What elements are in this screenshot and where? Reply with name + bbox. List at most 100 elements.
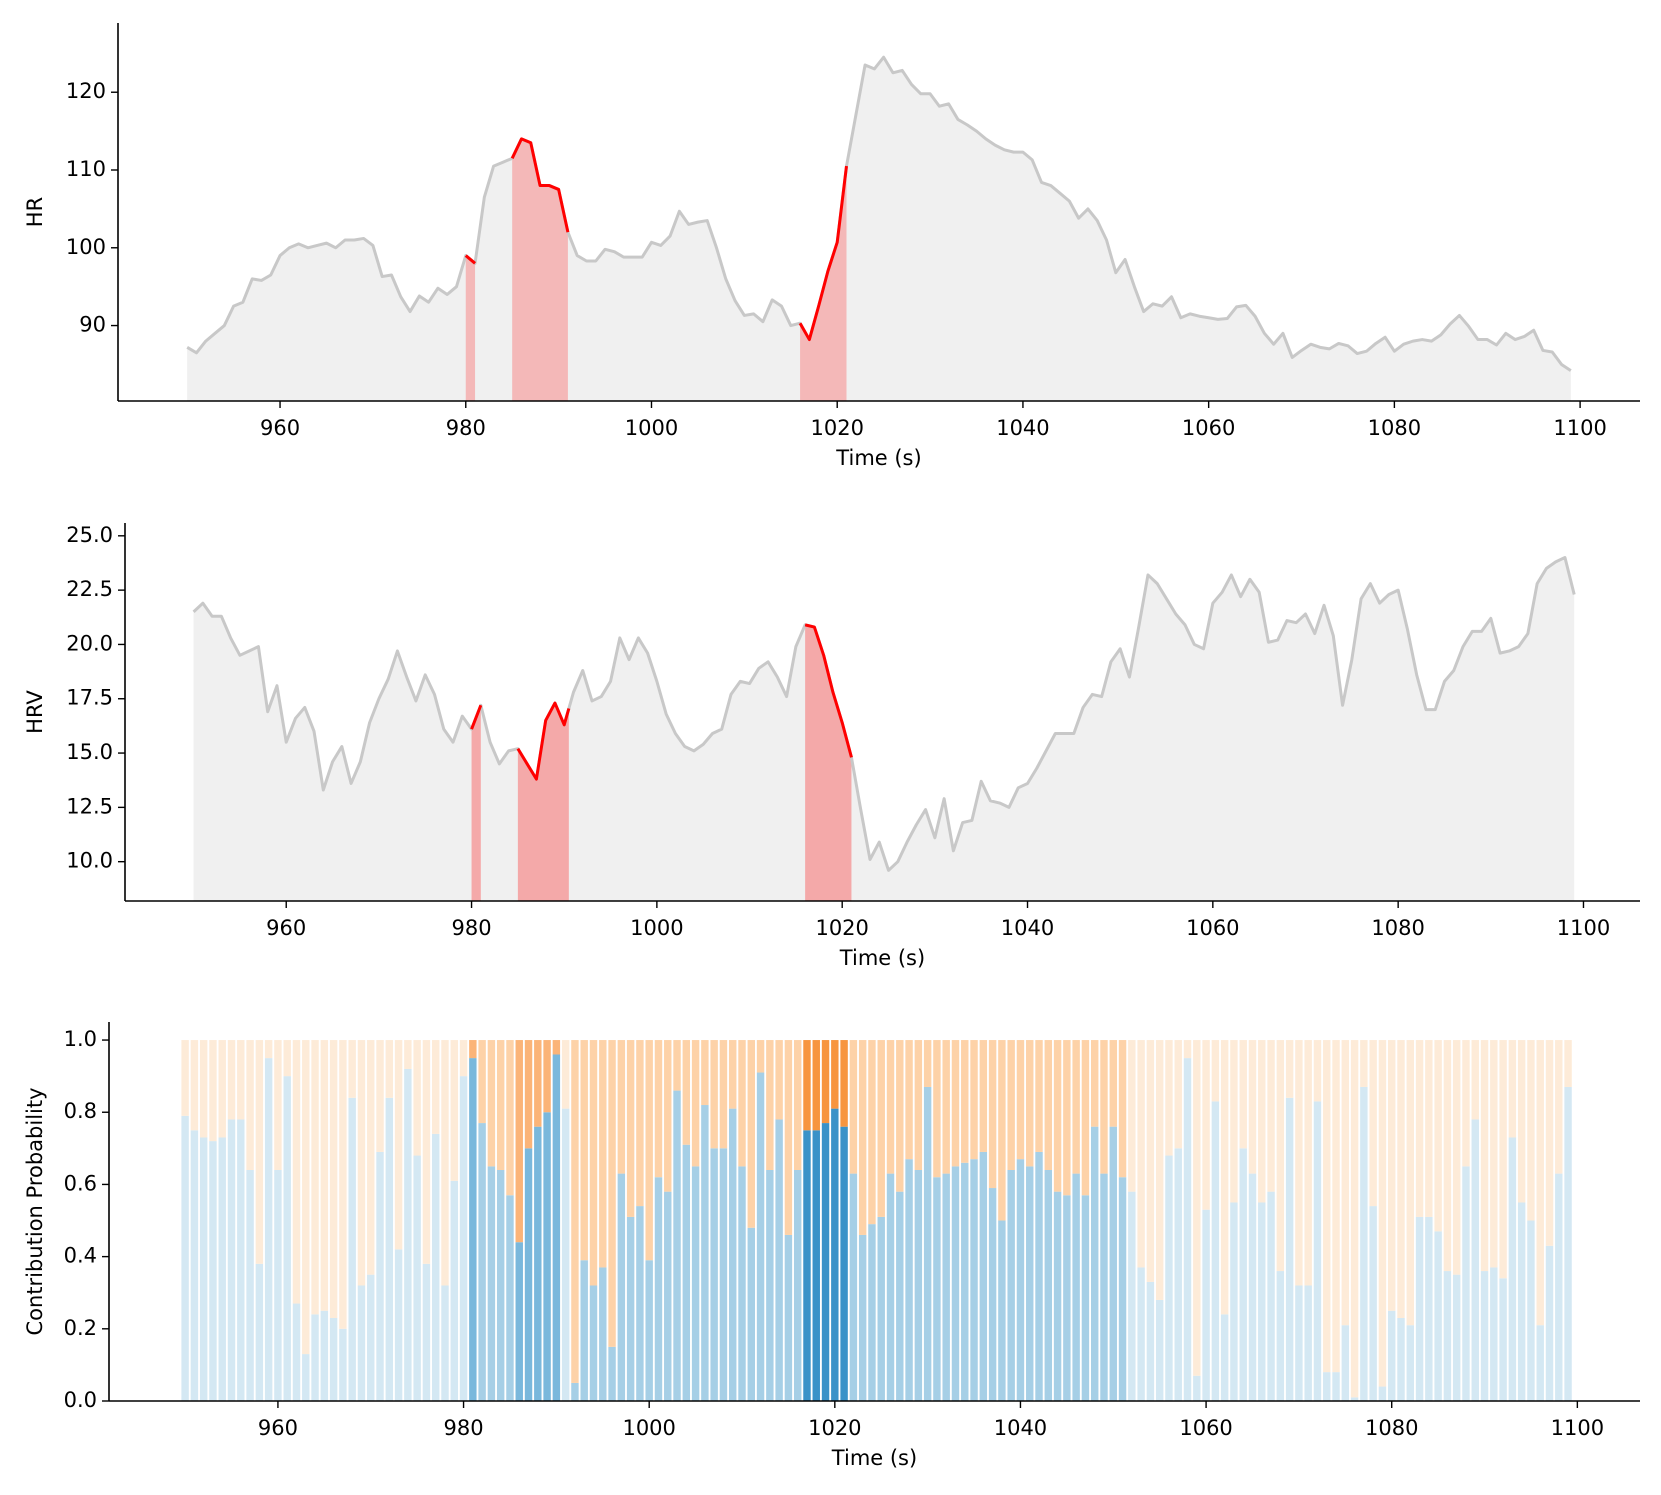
bar-segment — [255, 1263, 264, 1401]
bar-segment — [961, 1162, 969, 1401]
bar-segment — [1072, 1040, 1080, 1174]
bar-segment — [701, 1040, 709, 1106]
bar-segment — [1545, 1040, 1554, 1246]
bar-segment — [422, 1263, 431, 1401]
bar-segment — [292, 1303, 301, 1401]
bar-segment — [1258, 1040, 1266, 1203]
bar-segment — [1165, 1155, 1173, 1401]
bar-segment — [1026, 1040, 1034, 1167]
bar-segment — [951, 1040, 960, 1167]
bar-segment — [756, 1072, 765, 1401]
bar-segment — [849, 1040, 858, 1174]
bar-segment — [496, 1169, 505, 1401]
bar-segment — [367, 1040, 375, 1275]
bar-segment — [905, 1159, 913, 1401]
y-tick-label: 0.0 — [64, 1388, 97, 1412]
bar-segment — [1193, 1040, 1201, 1376]
bar-segment — [831, 1108, 839, 1401]
bar-segment — [1369, 1206, 1377, 1401]
bar-segment — [1360, 1040, 1368, 1087]
bar-segment — [1109, 1040, 1117, 1127]
bar-segment — [821, 1123, 830, 1401]
bar-segment — [227, 1119, 236, 1401]
y-tick-label: 25.0 — [66, 523, 113, 547]
bar-segment — [394, 1040, 403, 1250]
x-tick-label: 1100 — [1551, 1416, 1604, 1440]
bar-segment — [1193, 1375, 1201, 1401]
bar-segment — [840, 1126, 848, 1401]
bar-segment — [1564, 1086, 1572, 1401]
bar-segment — [283, 1076, 291, 1401]
bar-segment — [933, 1177, 941, 1401]
bar-segment — [691, 1040, 700, 1167]
bar-segment — [1434, 1040, 1442, 1232]
bar-segment — [1220, 1314, 1229, 1401]
x-tick-label: 1000 — [622, 1416, 675, 1440]
x-tick-label: 1080 — [1368, 416, 1421, 440]
bar-segment — [496, 1040, 505, 1170]
bar-segment — [1183, 1058, 1192, 1401]
bar-segment — [617, 1173, 626, 1401]
bar-segment — [1081, 1195, 1090, 1401]
bar-segment — [1415, 1040, 1424, 1217]
bar-segment — [413, 1040, 421, 1156]
bar-segment — [701, 1105, 709, 1401]
bar-segment — [385, 1097, 394, 1401]
bar-segment — [227, 1040, 236, 1120]
bar-segment — [1545, 1245, 1554, 1401]
bar-segment — [311, 1314, 319, 1401]
bar-segment — [1258, 1202, 1266, 1401]
bar-segment — [691, 1166, 700, 1401]
bar-segment — [1026, 1166, 1034, 1401]
bar-segment — [1341, 1040, 1350, 1326]
x-tick-label: 1040 — [994, 1416, 1047, 1440]
bar-segment — [738, 1166, 746, 1401]
bar-segment — [1230, 1040, 1238, 1203]
bar-segment — [729, 1108, 737, 1401]
bar-segment — [979, 1040, 988, 1152]
bar-segment — [1295, 1285, 1303, 1401]
x-tick-label: 1060 — [1179, 1416, 1232, 1440]
y-tick-label: 1.0 — [64, 1027, 97, 1051]
bar-segment — [998, 1040, 1006, 1221]
bar-segment — [1517, 1202, 1526, 1401]
x-axis-label: Time (s) — [831, 1446, 917, 1470]
bar-segment — [571, 1382, 579, 1401]
bar-segment — [1100, 1173, 1108, 1401]
bar-segment — [237, 1119, 245, 1401]
bar-segment — [1471, 1119, 1479, 1401]
bar-segment — [1035, 1040, 1043, 1152]
bar-segment — [1090, 1126, 1099, 1401]
bar-segment — [896, 1191, 904, 1401]
bar-segment — [1397, 1040, 1405, 1318]
bar-segment — [1239, 1148, 1247, 1401]
bar-segment — [1490, 1040, 1498, 1268]
y-tick-label: 22.5 — [66, 577, 113, 601]
bar-segment — [1239, 1040, 1247, 1149]
bar-segment — [1276, 1040, 1285, 1272]
bar-segment — [784, 1234, 793, 1401]
bar-segment — [1332, 1372, 1340, 1401]
bar-segment — [264, 1040, 273, 1059]
bar-segment — [645, 1260, 653, 1401]
bar-segment — [524, 1148, 533, 1401]
bar-segment — [1118, 1040, 1127, 1178]
x-tick-label: 1100 — [1557, 916, 1610, 940]
bar-segment — [1007, 1040, 1015, 1170]
highlight-area — [465, 255, 476, 401]
bar-segment — [1137, 1267, 1145, 1401]
bar-segment — [1443, 1040, 1452, 1272]
bar-segment — [756, 1040, 765, 1073]
bar-segment — [1350, 1040, 1359, 1398]
bar-segment — [1378, 1386, 1387, 1401]
bar-segment — [1443, 1271, 1452, 1401]
highlight-area — [800, 166, 847, 401]
bar-segment — [673, 1040, 681, 1091]
bar-segment — [1425, 1040, 1433, 1217]
bar-segment — [1415, 1216, 1424, 1401]
bar-segment — [589, 1285, 598, 1401]
bar-segment — [431, 1133, 440, 1401]
y-tick-label: 15.0 — [66, 740, 113, 764]
bar-segment — [849, 1173, 858, 1401]
x-tick-label: 1000 — [625, 416, 678, 440]
